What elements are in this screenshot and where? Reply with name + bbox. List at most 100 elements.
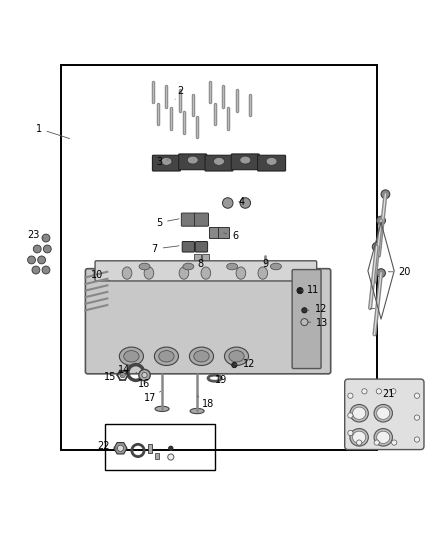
- Text: 18: 18: [197, 395, 214, 409]
- FancyBboxPatch shape: [345, 379, 424, 449]
- Bar: [202, 254, 209, 265]
- Ellipse shape: [139, 263, 150, 270]
- Circle shape: [376, 389, 381, 394]
- Bar: [194, 254, 201, 265]
- Circle shape: [348, 393, 353, 398]
- FancyBboxPatch shape: [95, 261, 317, 281]
- Circle shape: [28, 256, 35, 264]
- Ellipse shape: [374, 429, 392, 446]
- FancyBboxPatch shape: [152, 155, 180, 171]
- Bar: [209, 227, 220, 238]
- Ellipse shape: [236, 267, 246, 279]
- Ellipse shape: [179, 267, 189, 279]
- Circle shape: [377, 216, 385, 225]
- Circle shape: [42, 234, 50, 242]
- FancyBboxPatch shape: [179, 154, 207, 169]
- Circle shape: [414, 437, 420, 442]
- Ellipse shape: [194, 351, 209, 362]
- Ellipse shape: [377, 407, 390, 419]
- FancyBboxPatch shape: [182, 241, 194, 252]
- Circle shape: [414, 393, 420, 398]
- Ellipse shape: [155, 406, 169, 411]
- Ellipse shape: [154, 347, 178, 366]
- Ellipse shape: [225, 347, 249, 366]
- Circle shape: [38, 256, 46, 264]
- Text: 23: 23: [27, 230, 44, 240]
- Circle shape: [42, 266, 50, 274]
- Text: 22: 22: [97, 441, 117, 451]
- Ellipse shape: [201, 267, 211, 279]
- Circle shape: [117, 445, 124, 451]
- Bar: [148, 444, 152, 453]
- Ellipse shape: [214, 157, 224, 165]
- Circle shape: [302, 308, 307, 313]
- FancyBboxPatch shape: [194, 213, 208, 226]
- Bar: [61, 65, 377, 450]
- Text: 13: 13: [308, 318, 328, 328]
- FancyBboxPatch shape: [85, 269, 331, 374]
- Bar: [155, 453, 159, 459]
- Text: 1: 1: [35, 124, 70, 139]
- Ellipse shape: [374, 405, 392, 422]
- Ellipse shape: [183, 263, 194, 270]
- Circle shape: [414, 415, 420, 420]
- Circle shape: [169, 446, 173, 450]
- Ellipse shape: [258, 267, 268, 279]
- Circle shape: [391, 389, 396, 394]
- Text: 20: 20: [388, 266, 411, 277]
- Ellipse shape: [270, 263, 281, 270]
- Text: 7: 7: [152, 244, 179, 254]
- Ellipse shape: [229, 351, 244, 362]
- Text: 16: 16: [138, 379, 151, 389]
- Text: 3: 3: [156, 157, 168, 167]
- Circle shape: [381, 190, 390, 199]
- Circle shape: [392, 440, 397, 445]
- Ellipse shape: [353, 407, 366, 419]
- Ellipse shape: [227, 263, 237, 270]
- Ellipse shape: [119, 347, 143, 366]
- Text: 12: 12: [307, 304, 327, 314]
- Text: 11: 11: [301, 285, 319, 295]
- Text: 19: 19: [215, 375, 227, 385]
- Text: 12: 12: [235, 359, 255, 369]
- Ellipse shape: [350, 429, 368, 446]
- Text: 8: 8: [198, 259, 204, 269]
- Circle shape: [362, 389, 367, 394]
- Text: 14: 14: [118, 365, 137, 375]
- Text: 21: 21: [382, 389, 394, 399]
- Circle shape: [240, 198, 251, 208]
- Circle shape: [232, 362, 237, 368]
- Ellipse shape: [122, 267, 132, 279]
- Text: 9: 9: [262, 259, 268, 269]
- Ellipse shape: [353, 431, 366, 443]
- Circle shape: [32, 266, 40, 274]
- Ellipse shape: [190, 408, 204, 414]
- Circle shape: [377, 269, 385, 278]
- Polygon shape: [114, 442, 127, 454]
- Bar: [105, 424, 215, 470]
- Ellipse shape: [161, 157, 172, 165]
- Ellipse shape: [187, 156, 198, 164]
- FancyBboxPatch shape: [205, 155, 233, 171]
- Circle shape: [372, 243, 381, 251]
- Ellipse shape: [350, 405, 368, 422]
- Ellipse shape: [190, 347, 214, 366]
- Circle shape: [142, 373, 147, 378]
- FancyBboxPatch shape: [181, 213, 195, 226]
- Circle shape: [374, 440, 379, 445]
- Text: 15: 15: [104, 372, 123, 382]
- Circle shape: [348, 430, 353, 435]
- FancyBboxPatch shape: [195, 241, 208, 252]
- Text: 4: 4: [239, 197, 245, 207]
- Bar: [218, 227, 229, 238]
- Ellipse shape: [266, 157, 277, 165]
- FancyBboxPatch shape: [231, 154, 259, 169]
- FancyBboxPatch shape: [258, 155, 286, 171]
- Circle shape: [297, 287, 303, 294]
- Text: 10: 10: [91, 270, 110, 280]
- Text: 17: 17: [145, 391, 161, 403]
- Circle shape: [357, 440, 362, 445]
- Circle shape: [348, 413, 353, 418]
- Circle shape: [33, 245, 41, 253]
- Ellipse shape: [144, 267, 154, 279]
